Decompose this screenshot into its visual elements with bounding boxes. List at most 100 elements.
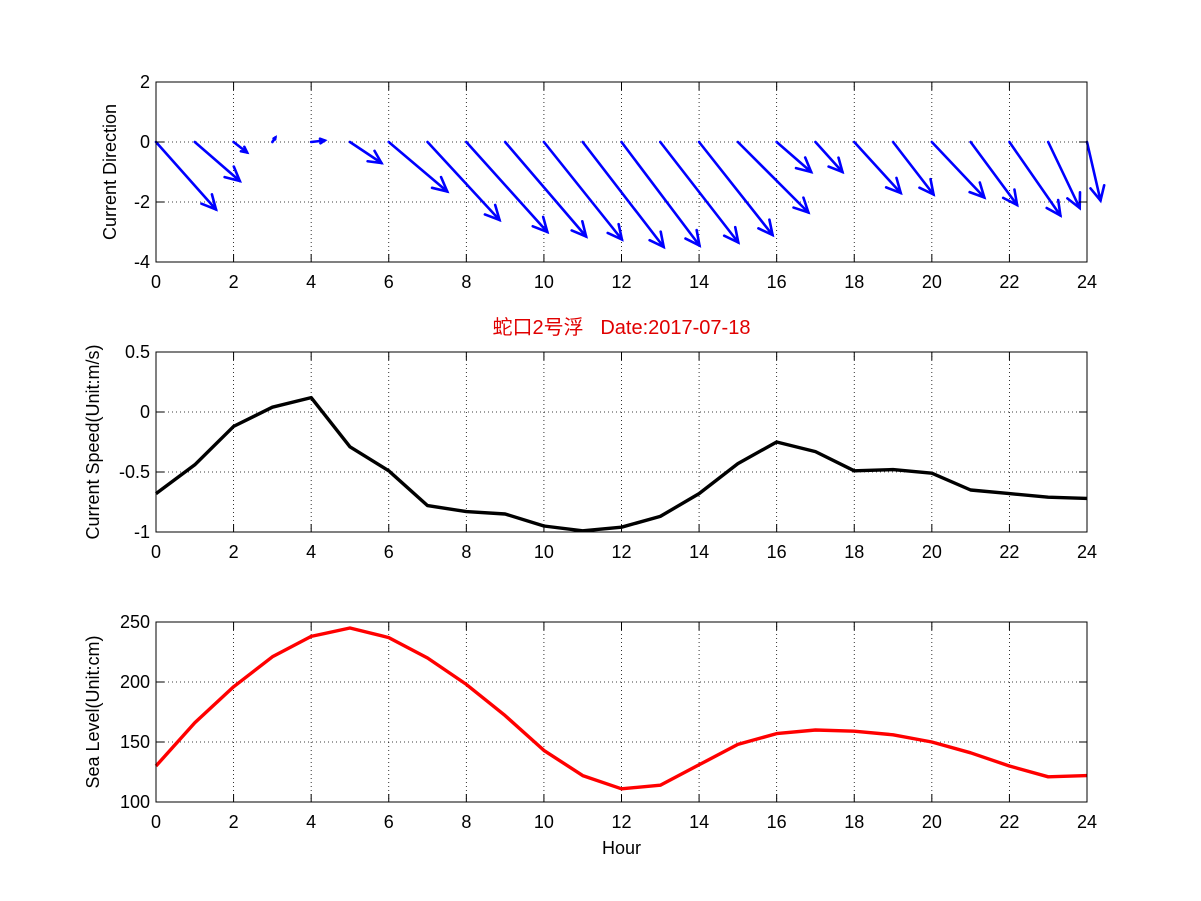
x-tick-label: 10 <box>534 542 554 562</box>
current-arrow <box>852 140 903 196</box>
x-tick-label: 2 <box>229 812 239 832</box>
y-axis-label: Current Direction <box>100 104 120 240</box>
arrow-shaft <box>969 140 1019 207</box>
x-tick-label: 0 <box>151 272 161 292</box>
arrow-head <box>239 145 250 155</box>
current-arrow <box>969 140 1019 208</box>
x-tick-label: 0 <box>151 812 161 832</box>
arrow-shaft <box>426 140 501 222</box>
x-tick-label: 18 <box>844 812 864 832</box>
y-tick-label: -0.5 <box>119 462 150 482</box>
x-tick-label: 8 <box>461 542 471 562</box>
current-arrow <box>1085 140 1106 204</box>
y-axis-label: Current Speed(Unit:m/s) <box>83 344 103 539</box>
current-arrow <box>620 140 702 248</box>
x-tick-label: 12 <box>611 542 631 562</box>
current-arrow <box>542 140 624 242</box>
current-arrow <box>736 140 811 215</box>
current-arrow <box>193 140 242 183</box>
arrow-head <box>648 230 666 250</box>
arrow-head <box>272 135 277 141</box>
current-arrow <box>503 140 589 239</box>
arrow-head <box>570 220 589 239</box>
current-arrow <box>426 140 502 223</box>
x-tick-label: 20 <box>922 272 942 292</box>
current-arrow <box>232 140 250 155</box>
y-tick-label: -2 <box>134 192 150 212</box>
x-tick-label: 10 <box>534 812 554 832</box>
x-tick-label: 22 <box>999 542 1019 562</box>
y-tick-label: 0.5 <box>125 342 150 362</box>
x-tick-label: 14 <box>689 812 709 832</box>
current-arrow <box>697 140 775 238</box>
x-tick-label: 24 <box>1077 272 1097 292</box>
x-tick-label: 22 <box>999 272 1019 292</box>
arrow-head <box>1089 183 1106 204</box>
current-arrow <box>465 140 550 235</box>
x-tick-label: 2 <box>229 542 239 562</box>
arrow-shaft <box>542 140 624 241</box>
current-arrow <box>309 137 328 145</box>
y-tick-label: -4 <box>134 252 150 272</box>
arrow-head <box>968 181 987 200</box>
arrow-shaft <box>658 140 740 244</box>
arrow-head <box>1001 188 1019 208</box>
current-arrow <box>387 140 450 194</box>
arrow-head <box>606 222 624 242</box>
x-tick-label: 20 <box>922 812 942 832</box>
arrow-head <box>200 193 218 212</box>
arrow-head <box>1045 198 1063 218</box>
current-arrow <box>775 140 814 174</box>
arrow-head <box>483 203 502 223</box>
arrow-head <box>792 196 811 215</box>
x-tick-label: 12 <box>611 272 631 292</box>
x-tick-label: 10 <box>534 272 554 292</box>
y-tick-label: 0 <box>140 132 150 152</box>
x-tick-label: 24 <box>1077 542 1097 562</box>
arrow-head <box>794 156 814 174</box>
x-tick-label: 6 <box>384 542 394 562</box>
arrow-head <box>884 176 903 196</box>
x-tick-label: 12 <box>611 812 631 832</box>
arrow-head <box>1066 191 1082 211</box>
arrow-shaft <box>930 140 986 199</box>
arrow-head <box>757 218 775 238</box>
x-tick-label: 4 <box>306 272 316 292</box>
x-tick-label: 4 <box>306 542 316 562</box>
x-tick-label: 16 <box>767 272 787 292</box>
x-tick-label: 4 <box>306 812 316 832</box>
x-tick-label: 8 <box>461 272 471 292</box>
y-tick-label: 2 <box>140 72 150 92</box>
arrow-shaft <box>387 140 449 193</box>
arrow-shaft <box>1085 140 1102 202</box>
arrow-shaft <box>348 140 383 165</box>
y-tick-label: 150 <box>120 732 150 752</box>
arrow-shaft <box>503 140 588 238</box>
current-arrow <box>581 140 666 250</box>
x-tick-label: 16 <box>767 542 787 562</box>
arrow-head <box>684 228 702 248</box>
current-arrow <box>658 140 741 245</box>
y-tick-label: 0 <box>140 402 150 422</box>
y-axis-label: Sea Level(Unit:cm) <box>83 635 103 788</box>
x-tick-label: 0 <box>151 542 161 562</box>
arrow-head <box>722 225 741 245</box>
current-arrow <box>154 140 218 212</box>
x-tick-label: 14 <box>689 542 709 562</box>
current-arrow <box>1046 140 1082 211</box>
y-tick-label: 200 <box>120 672 150 692</box>
arrow-shaft <box>154 140 218 211</box>
arrow-head <box>223 165 242 183</box>
y-tick-label: -1 <box>134 522 150 542</box>
arrow-shaft <box>814 140 844 174</box>
arrow-shaft <box>891 140 935 196</box>
current-arrow <box>930 140 987 200</box>
x-tick-label: 14 <box>689 272 709 292</box>
current-arrow <box>348 140 384 165</box>
arrow-head <box>318 137 328 145</box>
x-tick-label: 24 <box>1077 812 1097 832</box>
arrow-head <box>827 156 845 175</box>
